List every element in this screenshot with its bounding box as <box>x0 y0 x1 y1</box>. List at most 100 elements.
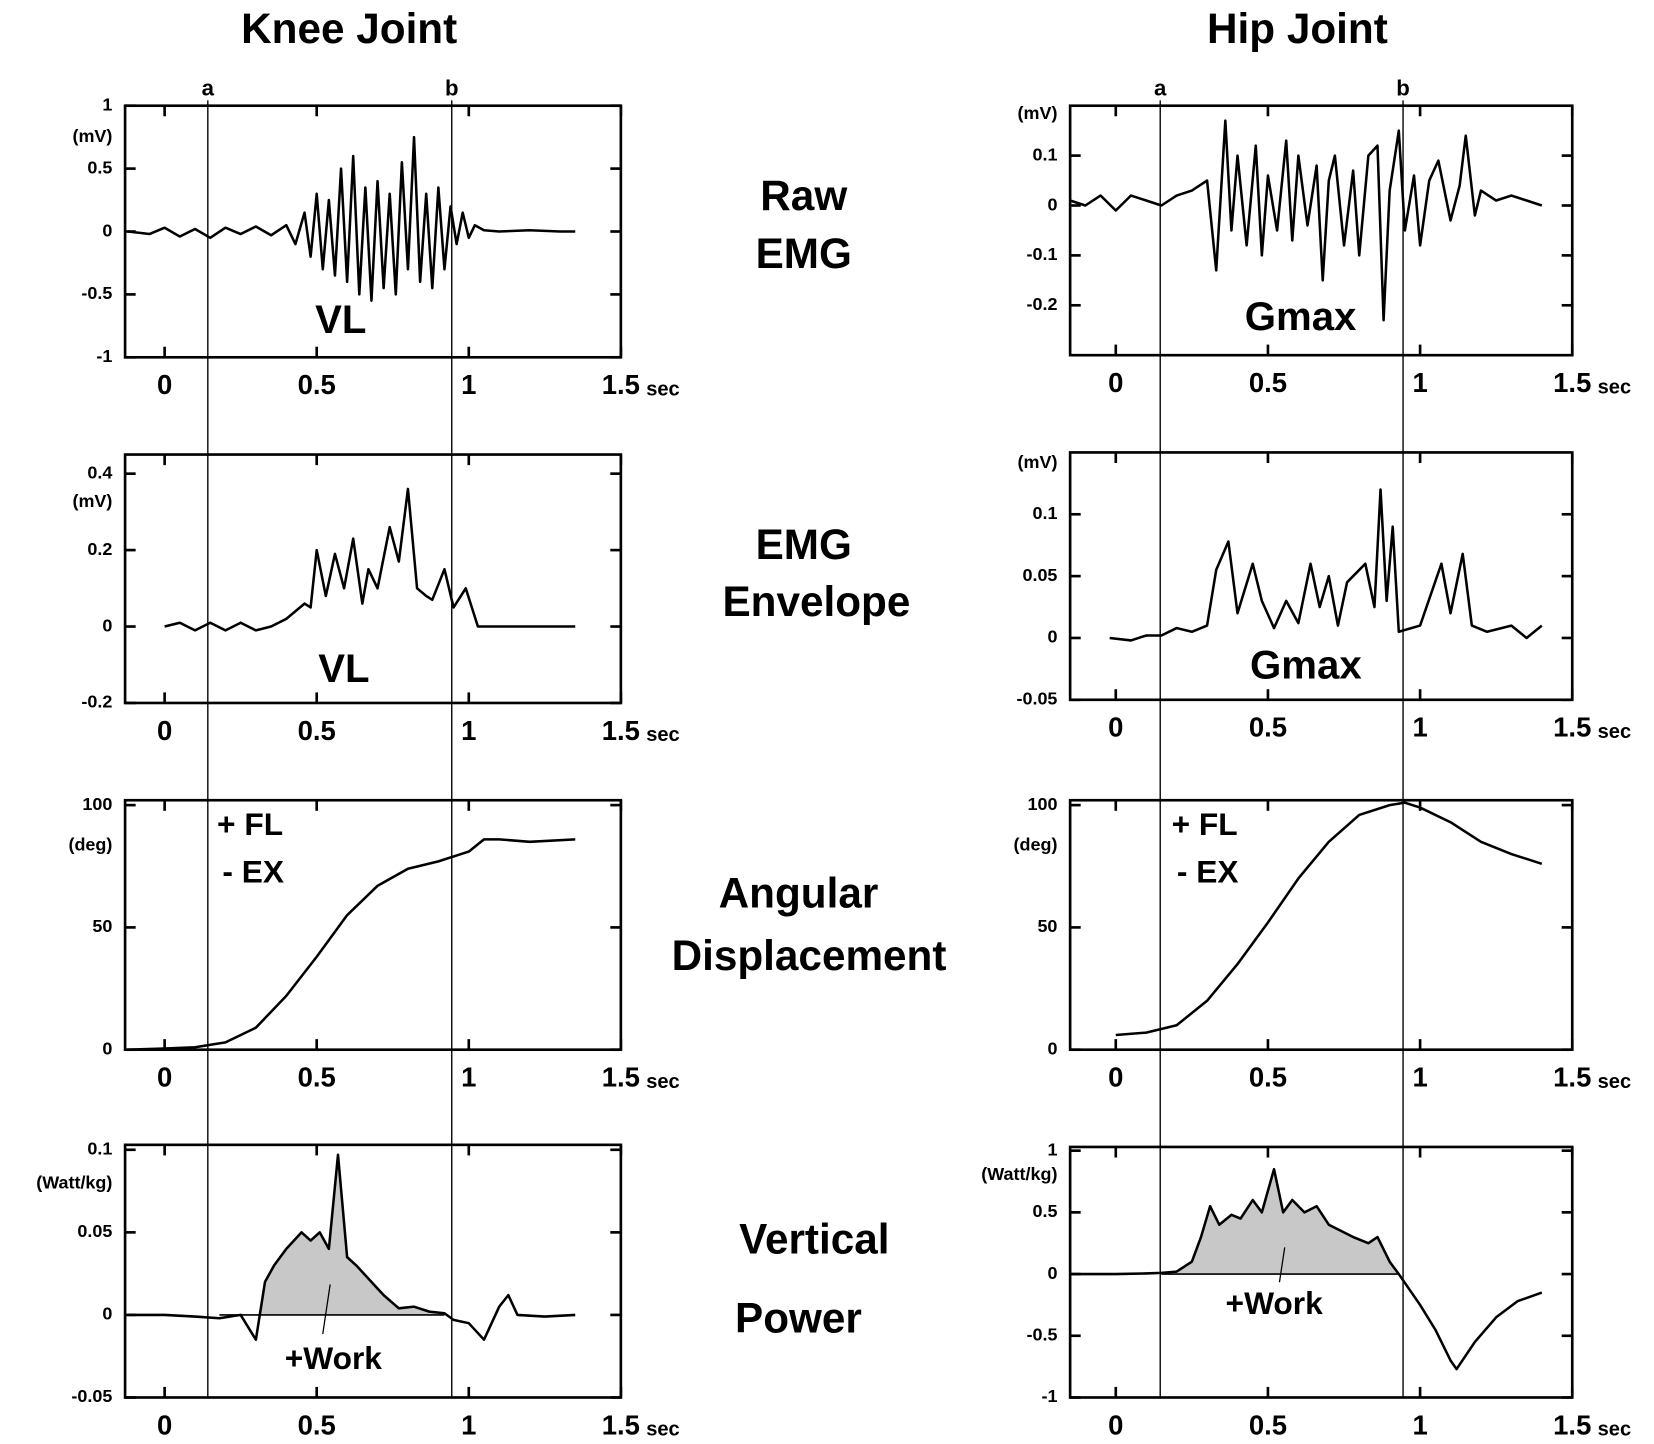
x-tick-label: 0.5 <box>298 715 336 746</box>
y-tick-label: 0.1 <box>87 1139 112 1159</box>
y-tick-label: -1 <box>1041 1386 1057 1406</box>
x-unit: sec <box>1598 1419 1631 1441</box>
data-line <box>1070 1167 1543 1371</box>
annotation-pointer <box>1278 1247 1286 1283</box>
x-tick-label: 0.5 <box>1249 1062 1287 1093</box>
x-tick-label: 1 <box>461 715 476 746</box>
annotation: - EX <box>1177 854 1239 890</box>
y-tick-label: 0.2 <box>87 539 112 559</box>
y-unit: (deg) <box>68 834 112 854</box>
y-unit: (mV) <box>72 491 112 511</box>
x-tick-label: 0 <box>157 1062 172 1093</box>
y-tick-label: -0.5 <box>1026 1325 1057 1345</box>
plot-frame <box>123 453 623 705</box>
row-label: Vertical <box>739 1215 889 1262</box>
x-tick-label: 0 <box>157 369 172 400</box>
x-unit: sec <box>646 1071 680 1093</box>
y-tick-label: 0 <box>1047 1263 1057 1283</box>
data-line <box>1115 801 1543 1037</box>
y-tick-label: 100 <box>82 794 112 814</box>
x-tick-label: 1 <box>1412 712 1427 743</box>
x-tick-label: 0.5 <box>1249 367 1287 398</box>
annotation: + FL <box>1172 806 1238 842</box>
y-unit: (mV) <box>72 126 112 146</box>
x-tick-label: 1 <box>461 1062 476 1093</box>
x-tick-label: 0.5 <box>298 369 336 400</box>
y-tick-label: 0.1 <box>1032 503 1057 523</box>
x-unit: sec <box>1598 721 1631 743</box>
y-tick-label: 0 <box>1047 627 1057 647</box>
y-tick-label: 50 <box>1037 916 1057 936</box>
y-unit: (Watt/kg) <box>36 1173 112 1193</box>
row-label: Angular <box>719 870 879 917</box>
y-tick-label: 0.05 <box>1022 565 1057 585</box>
x-tick-label: 0.5 <box>1249 1409 1287 1440</box>
y-tick-label: -1 <box>96 346 112 366</box>
x-tick-label: 1.5 <box>602 1409 640 1440</box>
annotation: - EX <box>222 854 284 890</box>
x-unit: sec <box>646 378 680 400</box>
y-tick-label: -0.05 <box>71 1386 112 1406</box>
y-tick-label: 50 <box>92 916 112 936</box>
x-tick-label: 0 <box>1108 712 1123 743</box>
row-label: Power <box>735 1295 862 1342</box>
data-line <box>128 1153 576 1341</box>
row-label: Envelope <box>722 578 910 625</box>
x-tick-label: 0 <box>157 1409 172 1440</box>
row-label: Displacement <box>672 932 947 979</box>
annotation: +Work <box>285 1340 383 1376</box>
data-line <box>1069 119 1543 322</box>
row-label: Raw <box>760 172 847 219</box>
data-line <box>128 838 576 1051</box>
work-area <box>1161 1169 1399 1275</box>
x-unit: sec <box>1598 376 1631 398</box>
y-tick-label: 0 <box>102 220 112 240</box>
y-unit: (mV) <box>1018 452 1058 472</box>
y-tick-label: 0.05 <box>77 1221 112 1241</box>
plot-frame <box>123 798 623 1052</box>
x-tick-label: 1 <box>461 1409 476 1440</box>
annotation: VL <box>315 297 366 342</box>
y-unit: (deg) <box>1014 834 1058 854</box>
row-label: EMG <box>756 230 852 277</box>
y-tick-label: -0.5 <box>81 283 112 303</box>
x-tick-label: 1.5 <box>602 369 640 400</box>
plot-frame <box>1068 104 1574 357</box>
x-unit: sec <box>1598 1071 1631 1093</box>
column-title: Knee Joint <box>241 5 457 52</box>
x-tick-label: 0.5 <box>1249 712 1287 743</box>
plot-frame <box>1068 1145 1574 1399</box>
y-tick-label: -0.2 <box>1026 294 1057 314</box>
annotation: Gmax <box>1250 643 1362 688</box>
row-label: EMG <box>756 521 852 568</box>
y-tick-label: 0.5 <box>1032 1201 1057 1221</box>
x-tick-label: 0 <box>1108 367 1123 398</box>
y-tick-label: 0 <box>102 1304 112 1324</box>
y-unit: (mV) <box>1018 103 1058 123</box>
event-marker-label: a <box>1154 76 1167 101</box>
x-tick-label: 1.5 <box>1553 1409 1591 1440</box>
plot-frame <box>1068 798 1574 1052</box>
annotation: VL <box>318 646 369 691</box>
event-marker-label: b <box>445 76 459 101</box>
x-tick-label: 1 <box>1412 1409 1427 1440</box>
x-tick-label: 1.5 <box>602 715 640 746</box>
annotation: + FL <box>217 806 283 842</box>
work-area <box>219 1154 445 1315</box>
x-tick-label: 1 <box>1412 367 1427 398</box>
y-tick-label: 1 <box>102 94 112 114</box>
y-tick-label: 0 <box>102 615 112 635</box>
y-tick-label: 0.5 <box>87 157 112 177</box>
y-tick-label: 0 <box>102 1038 112 1058</box>
annotation-pointer <box>322 1284 331 1335</box>
event-marker-label: a <box>202 76 215 101</box>
y-tick-label: 1 <box>1047 1139 1057 1159</box>
y-tick-label: 0 <box>1047 194 1057 214</box>
x-tick-label: 0 <box>1108 1409 1123 1440</box>
plot-frame <box>123 1143 623 1399</box>
annotation: +Work <box>1226 1285 1324 1321</box>
x-tick-label: 1.5 <box>1553 712 1591 743</box>
x-unit: sec <box>646 1419 680 1441</box>
x-tick-label: 0.5 <box>298 1409 336 1440</box>
